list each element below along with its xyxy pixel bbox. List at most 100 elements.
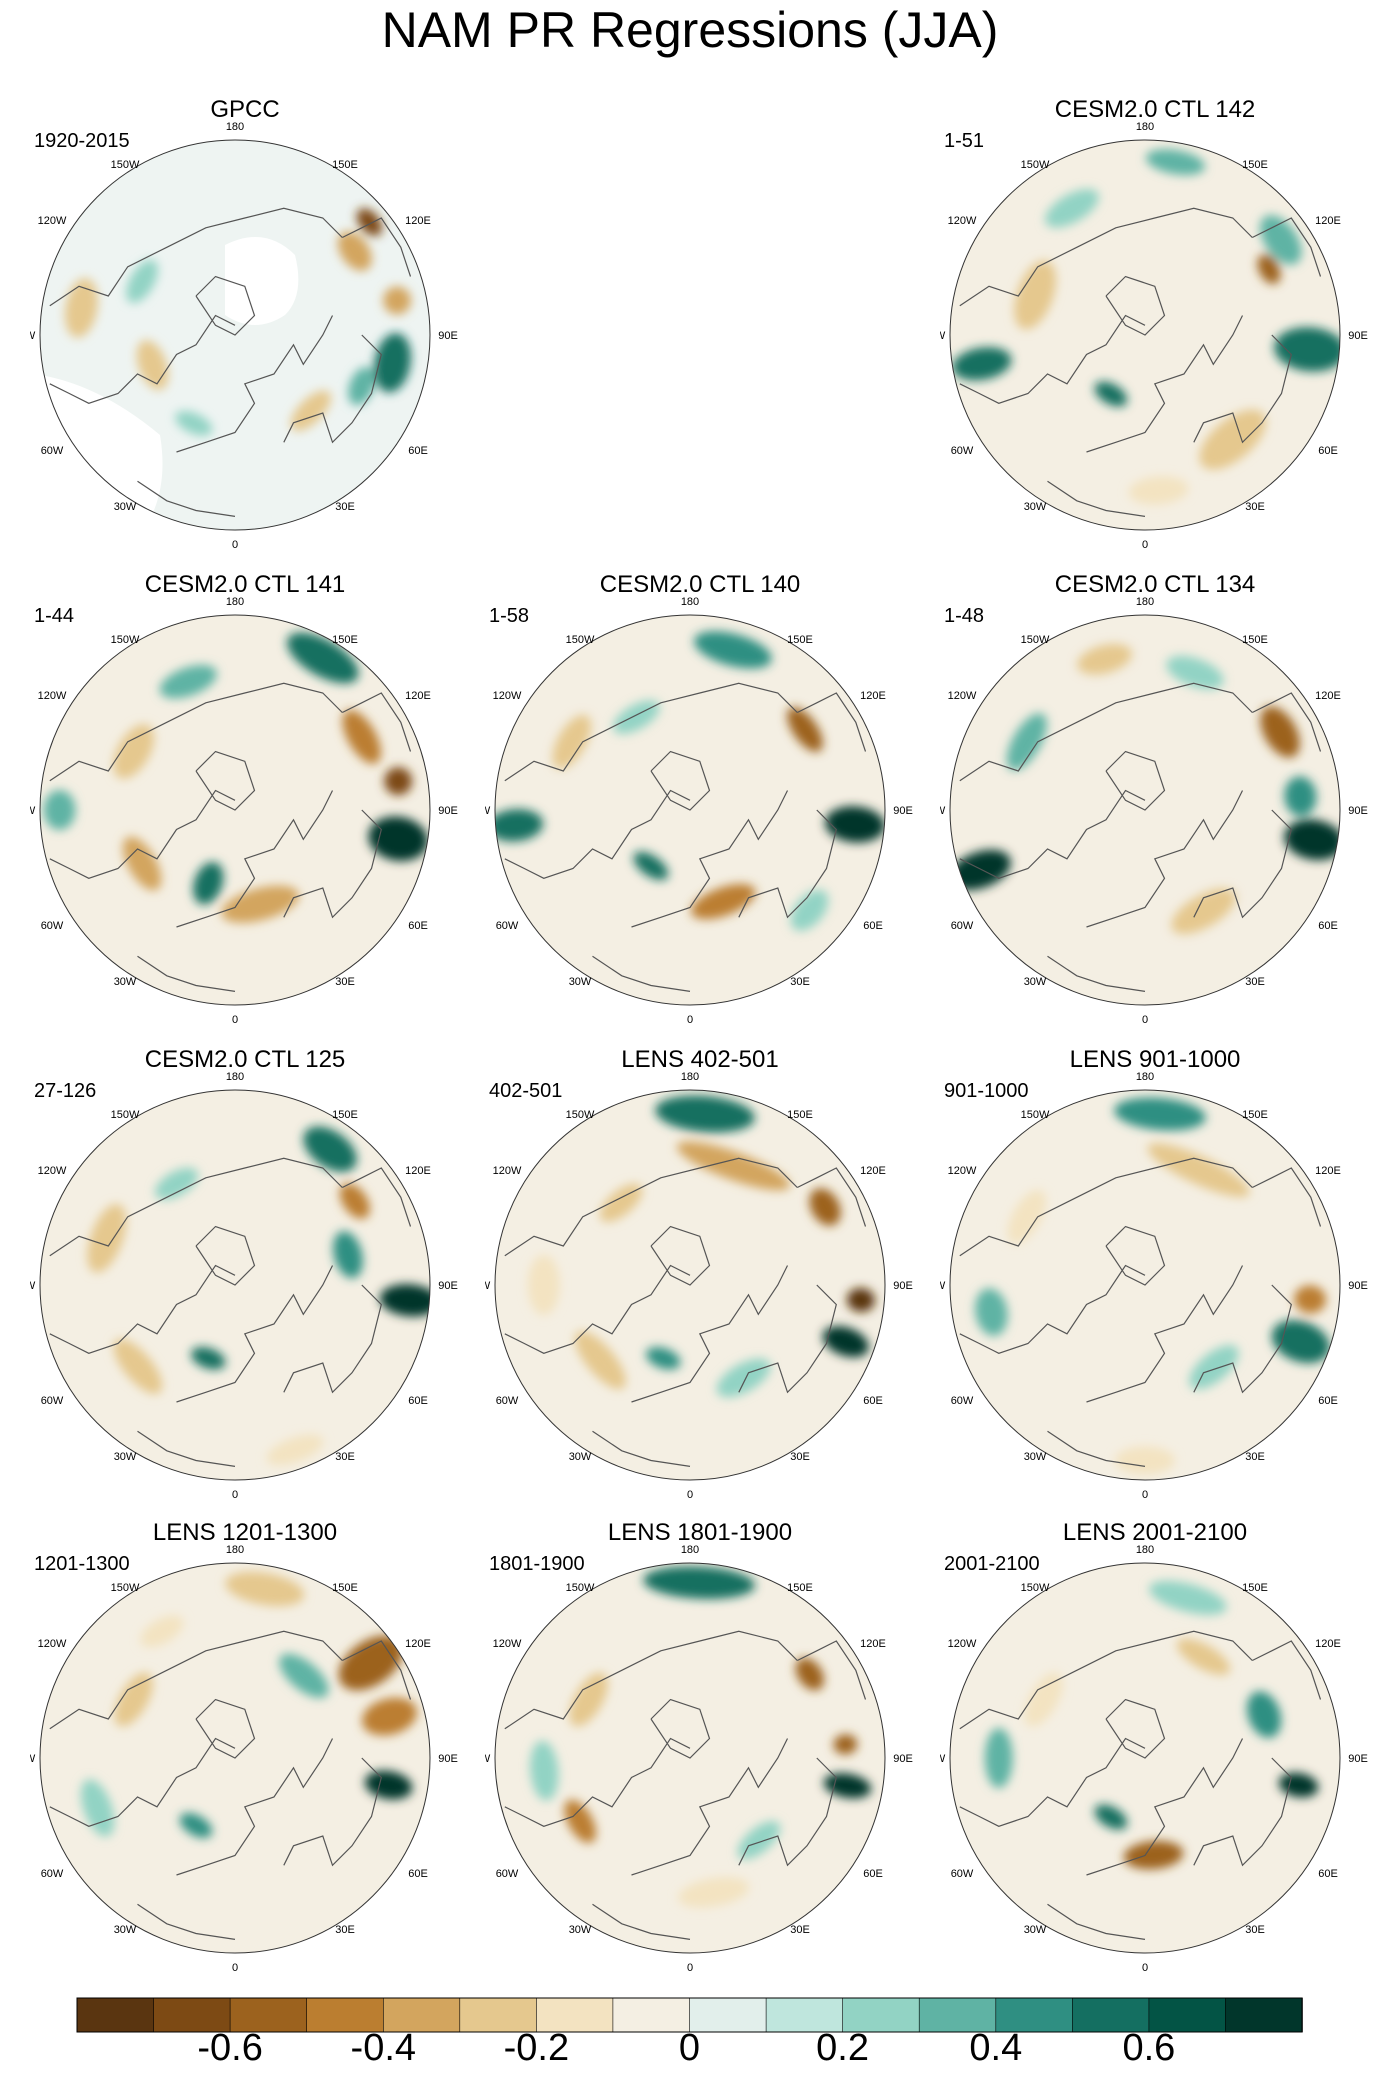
longitude-label: 120W: [493, 1638, 522, 1650]
longitude-label: 90E: [438, 1753, 458, 1765]
anomaly-region: [191, 1347, 226, 1370]
longitude-label: 60E: [863, 1395, 883, 1407]
anomaly-region: [1128, 476, 1189, 505]
longitude-label: 90W: [940, 805, 946, 817]
longitude-label: 150W: [566, 1582, 595, 1594]
longitude-label: 150E: [787, 1109, 813, 1121]
anomaly-region: [159, 665, 217, 699]
colorbar-tick-label: 0.4: [969, 2027, 1023, 2069]
map-panel: CESM2.0 CTL 125 180 150E 120E 90E 60E 30E 0 30W 6…: [30, 1045, 460, 1515]
anomaly-region: [1257, 254, 1281, 284]
coastline: [1252, 692, 1322, 752]
coastline: [592, 1903, 691, 1940]
longitude-label: 60E: [408, 920, 428, 932]
coastline: [49, 1630, 343, 1730]
coastline: [797, 1167, 867, 1227]
anomaly-region: [1145, 149, 1206, 176]
coastline: [650, 1698, 711, 1759]
colorbar-swatch: [1225, 1997, 1303, 2033]
longitude-label: 60E: [1318, 1395, 1338, 1407]
longitude-label: 60W: [496, 1868, 519, 1880]
anomaly-region: [984, 1728, 1013, 1788]
longitude-label: 150W: [111, 634, 140, 646]
anomaly-region: [279, 1653, 329, 1698]
coastline: [176, 1738, 334, 1876]
longitude-label: 60E: [863, 1868, 883, 1880]
panel-title: CESM2.0 CTL 140: [599, 571, 801, 598]
longitude-label: 60E: [408, 1395, 428, 1407]
longitude-label: 120E: [1315, 1165, 1341, 1177]
empty-slot: [485, 95, 915, 565]
anomaly-region: [809, 1188, 841, 1226]
longitude-label: 150E: [332, 634, 358, 646]
longitude-label: 120E: [1315, 215, 1341, 227]
coastline: [1086, 1738, 1244, 1876]
polar-map: 180 150E 120E 90E 60E 30E 0 30W 60W 90W 120W 150W: [940, 1544, 1368, 1974]
anomaly-region: [379, 1284, 430, 1317]
anomaly-region: [221, 885, 300, 923]
longitude-label: 90W: [30, 805, 36, 817]
longitude-label: 60W: [41, 1868, 64, 1880]
longitude-label: 90W: [940, 1280, 946, 1292]
coastline: [1252, 1167, 1322, 1227]
panel-period: 1-44: [34, 605, 75, 627]
longitude-label: 120W: [948, 1638, 977, 1650]
longitude-label: 180: [1136, 1544, 1154, 1556]
longitude-label: 0: [1142, 1489, 1148, 1501]
coastline: [1047, 1903, 1146, 1940]
panel-title: GPCC: [210, 96, 280, 123]
longitude-label: 150E: [1242, 634, 1268, 646]
colorbar-tick-label: -0.6: [197, 2027, 263, 2069]
longitude-label: 60E: [408, 1868, 428, 1880]
anomaly-region: [1284, 776, 1317, 817]
anomaly-region: [950, 849, 1011, 891]
colorbar-swatch: [536, 1997, 614, 2033]
longitude-label: 0: [1142, 1962, 1148, 1974]
longitude-label: 150E: [1242, 1582, 1268, 1594]
longitude-label: 30E: [335, 1451, 355, 1463]
longitude-label: 60W: [951, 445, 974, 457]
anomaly-region: [80, 1779, 115, 1837]
anomaly-region: [1114, 1097, 1206, 1131]
longitude-label: 90W: [485, 805, 491, 817]
panel-period: 1-58: [489, 605, 530, 627]
anomaly-region: [113, 724, 155, 779]
anomaly-region: [1014, 260, 1057, 330]
anomaly-region: [175, 411, 213, 436]
anomaly-region: [362, 1697, 417, 1736]
anomaly-region: [113, 1338, 163, 1395]
polar-map: 180 150E 120E 90E 60E 30E 0 30W 60W 90W 120W 150W: [30, 1071, 458, 1501]
anomaly-region: [646, 1347, 681, 1370]
longitude-label: 30E: [335, 501, 355, 513]
colorbar-swatch: [229, 1997, 308, 2033]
longitude-label: 180: [226, 1544, 244, 1556]
longitude-label: 120E: [405, 1165, 431, 1177]
longitude-label: 90W: [940, 1753, 946, 1765]
polar-map: 180 150E 120E 90E 60E 30E 0 30W 60W 90W 120W 150W: [30, 121, 458, 551]
map-panel: LENS 1801-1900 180 150E 120E 90E 60E 30E 0 30W 60…: [485, 1518, 915, 1988]
longitude-label: 120W: [38, 1638, 67, 1650]
coastline: [283, 334, 382, 444]
anomaly-region: [303, 1126, 357, 1172]
longitude-label: 60W: [496, 920, 519, 932]
anomaly-region: [825, 806, 885, 843]
colorbar-swatch: [995, 1997, 1074, 2033]
coastline: [1105, 1698, 1166, 1759]
coastline: [342, 692, 412, 752]
polar-map: 180 150E 120E 90E 60E 30E 0 30W 60W 90W 120W 150W: [485, 1071, 913, 1501]
anomaly-region: [1094, 1804, 1128, 1830]
longitude-label: 0: [687, 1962, 693, 1974]
longitude-label: 60W: [41, 445, 64, 457]
longitude-label: 60E: [1318, 1868, 1338, 1880]
anomaly-region: [495, 809, 544, 842]
longitude-label: 120W: [948, 1165, 977, 1177]
map-panel: CESM2.0 CTL 140 180 150E 120E 90E 60E 30E 0 30W 6…: [485, 570, 915, 1040]
longitude-label: 60E: [863, 920, 883, 932]
coastline: [959, 682, 1253, 782]
panel-title: LENS 901-1000: [1069, 1046, 1241, 1073]
coastline: [49, 314, 236, 404]
anomaly-region: [569, 1672, 608, 1727]
longitude-label: 60E: [1318, 920, 1338, 932]
panel-period: 1-51: [944, 130, 985, 152]
longitude-label: 120E: [860, 690, 886, 702]
